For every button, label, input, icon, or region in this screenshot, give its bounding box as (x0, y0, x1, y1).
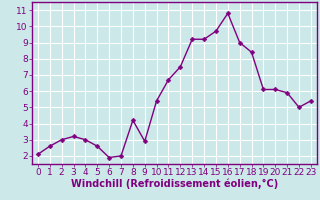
X-axis label: Windchill (Refroidissement éolien,°C): Windchill (Refroidissement éolien,°C) (71, 179, 278, 189)
